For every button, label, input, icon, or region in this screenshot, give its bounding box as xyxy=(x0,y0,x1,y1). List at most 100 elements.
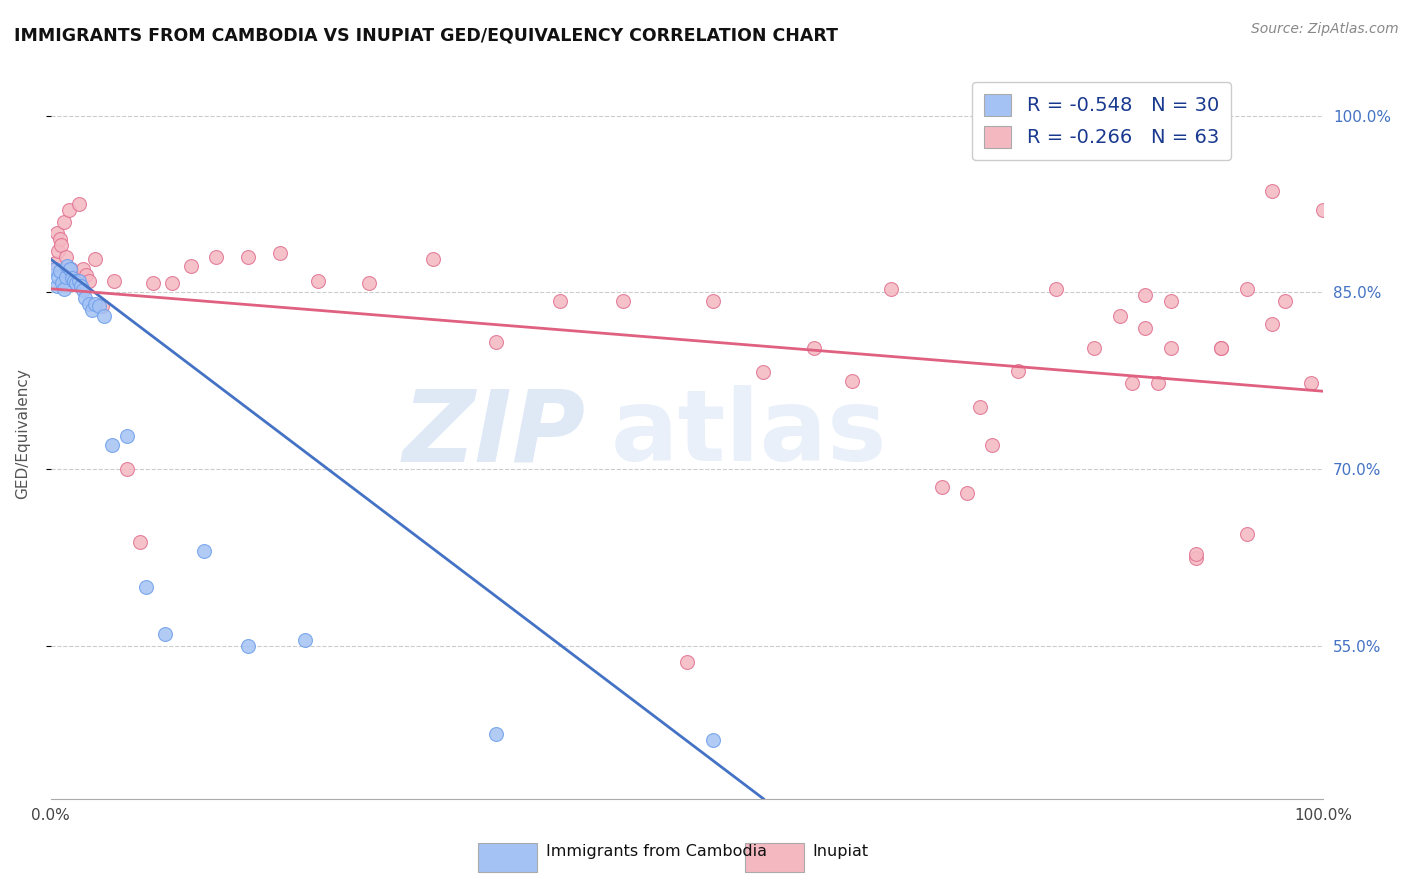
Point xyxy=(49,238,72,252)
Point xyxy=(65,270,87,285)
Point xyxy=(67,197,90,211)
Point xyxy=(702,732,724,747)
Point xyxy=(1133,320,1156,334)
Point xyxy=(77,297,100,311)
Point xyxy=(1211,341,1233,355)
Point xyxy=(80,302,103,317)
Point xyxy=(236,250,259,264)
Point xyxy=(193,544,215,558)
Point xyxy=(103,273,125,287)
Point xyxy=(52,214,75,228)
Point xyxy=(1236,526,1258,541)
Point xyxy=(72,261,94,276)
Point xyxy=(135,580,157,594)
Point xyxy=(803,341,825,355)
Point xyxy=(981,438,1004,452)
Point xyxy=(60,261,83,276)
Point xyxy=(62,271,84,285)
Point xyxy=(155,627,177,641)
Point xyxy=(307,273,329,287)
Point xyxy=(56,260,79,274)
Point xyxy=(1185,547,1208,561)
Point xyxy=(1299,376,1322,390)
Point xyxy=(548,293,571,308)
Text: Source: ZipAtlas.com: Source: ZipAtlas.com xyxy=(1251,22,1399,37)
Point xyxy=(1236,282,1258,296)
Point xyxy=(1160,293,1182,308)
Point xyxy=(65,276,87,290)
Point xyxy=(702,293,724,308)
Y-axis label: GED/Equivalency: GED/Equivalency xyxy=(15,368,30,500)
Point xyxy=(1133,287,1156,301)
Point xyxy=(931,480,953,494)
Point xyxy=(72,283,94,297)
Point xyxy=(70,279,93,293)
Point xyxy=(1160,341,1182,355)
Point xyxy=(44,256,66,270)
Legend: R = -0.548   N = 30, R = -0.266   N = 63: R = -0.548 N = 30, R = -0.266 N = 63 xyxy=(973,82,1230,160)
Point xyxy=(879,282,901,296)
Point xyxy=(52,282,75,296)
Point xyxy=(1007,364,1029,378)
Point xyxy=(236,639,259,653)
Text: ZIP: ZIP xyxy=(402,385,585,483)
Point xyxy=(485,727,508,741)
Point xyxy=(115,429,138,443)
Point xyxy=(205,250,228,264)
Point xyxy=(77,273,100,287)
Point xyxy=(75,268,97,282)
Point xyxy=(841,374,863,388)
Point xyxy=(62,273,84,287)
Text: atlas: atlas xyxy=(610,385,887,483)
Point xyxy=(58,202,80,217)
Point xyxy=(1261,184,1284,198)
Point xyxy=(46,279,69,293)
Point xyxy=(485,334,508,349)
Point xyxy=(956,485,979,500)
Point xyxy=(969,400,991,414)
Point xyxy=(59,261,82,276)
Point xyxy=(1274,293,1296,308)
Point xyxy=(1312,202,1334,217)
Point xyxy=(1147,376,1170,390)
Point xyxy=(1185,551,1208,566)
Point xyxy=(48,244,70,258)
Point xyxy=(84,252,107,267)
Point xyxy=(48,232,70,246)
Point xyxy=(160,276,183,290)
Point xyxy=(51,276,73,290)
Point xyxy=(90,300,112,314)
Point xyxy=(62,271,84,285)
Point xyxy=(75,291,97,305)
Point xyxy=(48,264,70,278)
Point xyxy=(84,297,107,311)
Point xyxy=(1108,309,1130,323)
Point xyxy=(612,293,634,308)
Point xyxy=(1211,341,1233,355)
Point xyxy=(46,227,69,241)
Point xyxy=(269,246,291,260)
Point xyxy=(422,252,444,267)
FancyBboxPatch shape xyxy=(478,843,537,872)
Point xyxy=(294,632,316,647)
Point xyxy=(752,365,775,379)
Text: IMMIGRANTS FROM CAMBODIA VS INUPIAT GED/EQUIVALENCY CORRELATION CHART: IMMIGRANTS FROM CAMBODIA VS INUPIAT GED/… xyxy=(14,27,838,45)
Point xyxy=(115,462,138,476)
Point xyxy=(67,273,90,287)
FancyBboxPatch shape xyxy=(745,843,804,872)
Point xyxy=(55,270,77,285)
Point xyxy=(101,438,124,452)
Point xyxy=(1121,376,1143,390)
Point xyxy=(44,261,66,276)
Point xyxy=(142,276,165,290)
Point xyxy=(1045,282,1067,296)
Point xyxy=(129,535,152,549)
Point xyxy=(55,250,77,264)
Point xyxy=(676,655,699,669)
Point xyxy=(1261,317,1284,331)
Point xyxy=(93,309,115,323)
Text: Immigrants from Cambodia: Immigrants from Cambodia xyxy=(546,845,766,859)
Point xyxy=(357,276,380,290)
Point xyxy=(89,300,111,314)
Point xyxy=(1083,341,1105,355)
